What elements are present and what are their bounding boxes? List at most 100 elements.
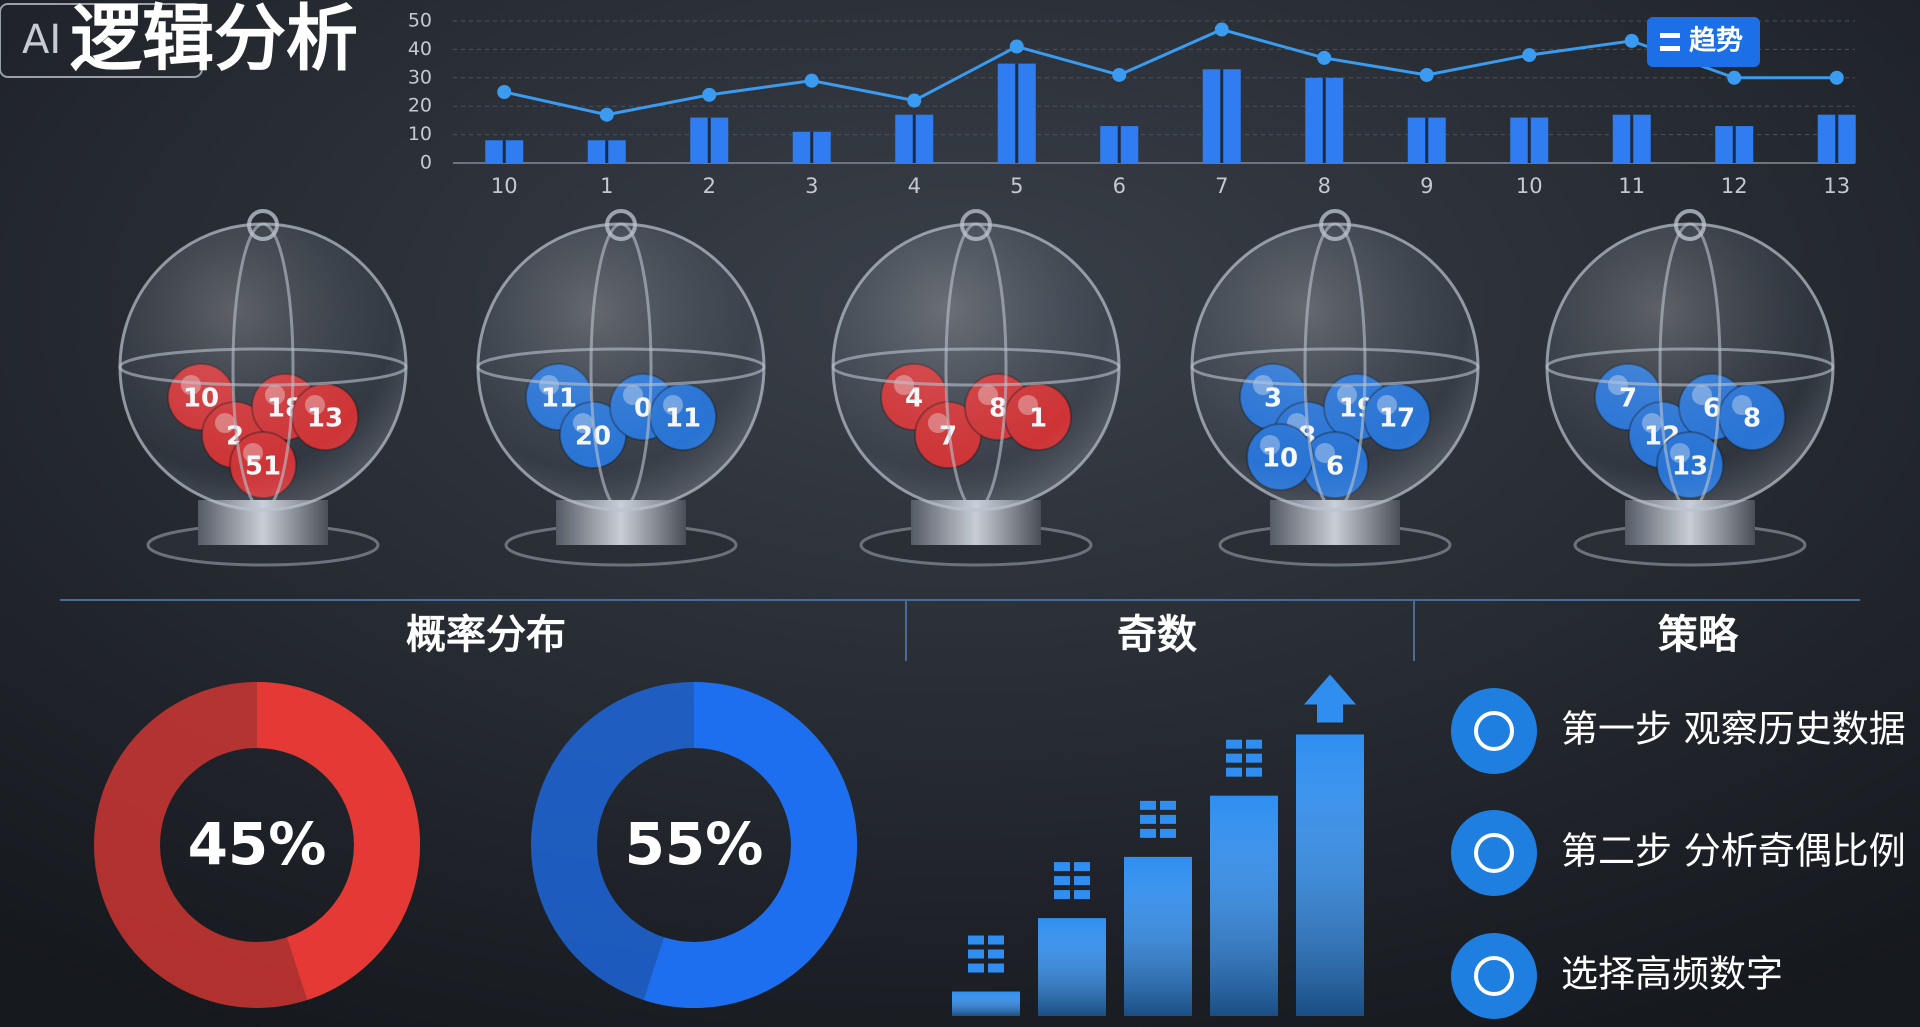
section-title: 奇数 xyxy=(1117,612,1197,658)
title: 逻辑分析 xyxy=(70,0,358,81)
bar-icon xyxy=(988,935,1004,945)
bar-icon xyxy=(1246,739,1262,749)
line-point xyxy=(1317,50,1332,65)
x-tick-label: 3 xyxy=(805,174,818,198)
section-title: 概率分布 xyxy=(406,612,566,658)
y-tick-label: 10 xyxy=(408,123,432,145)
bar-shade xyxy=(1210,795,1278,1016)
globe-band xyxy=(589,222,653,512)
bar-icon xyxy=(1246,767,1262,777)
bar-icon xyxy=(1054,862,1070,872)
line xyxy=(503,27,1837,117)
globe-glass xyxy=(1190,222,1480,512)
bar-icon xyxy=(988,949,1004,959)
bar-shade xyxy=(1296,734,1364,1016)
line-point xyxy=(1624,33,1639,48)
bar-icon xyxy=(1160,814,1176,824)
legend-label: 趋势 xyxy=(1689,26,1743,57)
donut-arc xyxy=(256,682,420,1001)
strategy-icon-glyph xyxy=(1474,833,1514,873)
x-tick-label: 10 xyxy=(491,174,518,198)
x-tick-label: 1 xyxy=(600,174,613,198)
x-tick-label: 12 xyxy=(1721,174,1748,198)
bar-shade xyxy=(1124,856,1192,1016)
bar-icon xyxy=(1226,739,1242,749)
bar-icon xyxy=(1226,767,1242,777)
donut-label: 45% xyxy=(188,810,327,878)
globe-glass xyxy=(1545,222,1835,512)
bar-icon xyxy=(1054,890,1070,900)
bar-icon xyxy=(1140,828,1156,838)
y-tick-label: 30 xyxy=(408,66,432,88)
x-tick-label: 4 xyxy=(908,174,921,198)
line-point xyxy=(1009,39,1024,54)
strategy-item: 第一步 观察历史数据 xyxy=(1561,708,1906,751)
bar-icon xyxy=(1226,753,1242,763)
bar-icon xyxy=(1246,753,1262,763)
bar-icon xyxy=(968,963,984,973)
x-tick-label: 10 xyxy=(1516,174,1543,198)
bar-shade xyxy=(952,991,1020,1016)
strategy-item: 选择高频数字 xyxy=(1561,953,1783,996)
donut-label: 55% xyxy=(625,810,764,878)
line-point xyxy=(1522,48,1537,63)
section-title: 策略 xyxy=(1658,612,1739,658)
globe-band xyxy=(1545,347,1835,387)
x-tick-label: 8 xyxy=(1318,174,1331,198)
globe-glass xyxy=(118,222,408,512)
y-tick-label: 20 xyxy=(408,95,432,117)
strategy-icon-glyph xyxy=(1474,711,1514,751)
bar-shade xyxy=(1038,918,1106,1016)
x-tick-label: 6 xyxy=(1113,174,1126,198)
x-tick-label: 11 xyxy=(1618,174,1645,198)
strategy-icon-glyph xyxy=(1474,956,1514,996)
legend-icon xyxy=(1660,33,1680,38)
x-tick-label: 2 xyxy=(703,174,716,198)
x-tick-label: 7 xyxy=(1215,174,1228,198)
strategy-icon xyxy=(1451,688,1537,774)
donut-arc xyxy=(643,682,857,1008)
globe-glass xyxy=(476,222,766,512)
globe-band xyxy=(1190,347,1480,387)
bar-icon xyxy=(968,949,984,959)
legend-box xyxy=(1647,17,1760,67)
globe-band xyxy=(118,347,408,387)
bar-icon xyxy=(1074,862,1090,872)
strategy-icon xyxy=(1451,810,1537,896)
x-tick-label: 5 xyxy=(1010,174,1023,198)
globe-band xyxy=(476,347,766,387)
y-tick-label: 0 xyxy=(420,152,432,174)
line-point xyxy=(1112,67,1127,82)
watermark: AI xyxy=(22,17,61,63)
x-tick-label: 9 xyxy=(1420,174,1433,198)
globe-band xyxy=(944,222,1008,512)
globe-glass xyxy=(831,222,1121,512)
bar-icon xyxy=(1054,876,1070,886)
y-tick-label: 50 xyxy=(408,10,432,32)
x-tick-label: 13 xyxy=(1823,174,1850,198)
line-point xyxy=(599,107,614,122)
globe-band xyxy=(831,347,1121,387)
line-point xyxy=(1727,70,1742,85)
line-point xyxy=(702,87,717,102)
line-point xyxy=(1419,67,1434,82)
line-point xyxy=(1214,22,1229,37)
legend-icon xyxy=(1660,46,1680,51)
bar-icon xyxy=(968,935,984,945)
strategy-icon xyxy=(1451,933,1537,1019)
y-tick-label: 40 xyxy=(408,38,432,60)
line-point xyxy=(804,73,819,88)
bar-icon xyxy=(1074,876,1090,886)
bar-icon xyxy=(1140,814,1156,824)
globe-band xyxy=(1303,222,1367,512)
strategy-item: 第二步 分析奇偶比例 xyxy=(1561,830,1906,873)
watermark-box xyxy=(0,3,203,78)
bar-icon xyxy=(1140,800,1156,810)
bar-icon xyxy=(988,963,1004,973)
arrow xyxy=(1304,674,1356,723)
bar-icon xyxy=(1160,800,1176,810)
line-point xyxy=(907,93,922,108)
globe-band xyxy=(1658,222,1722,512)
